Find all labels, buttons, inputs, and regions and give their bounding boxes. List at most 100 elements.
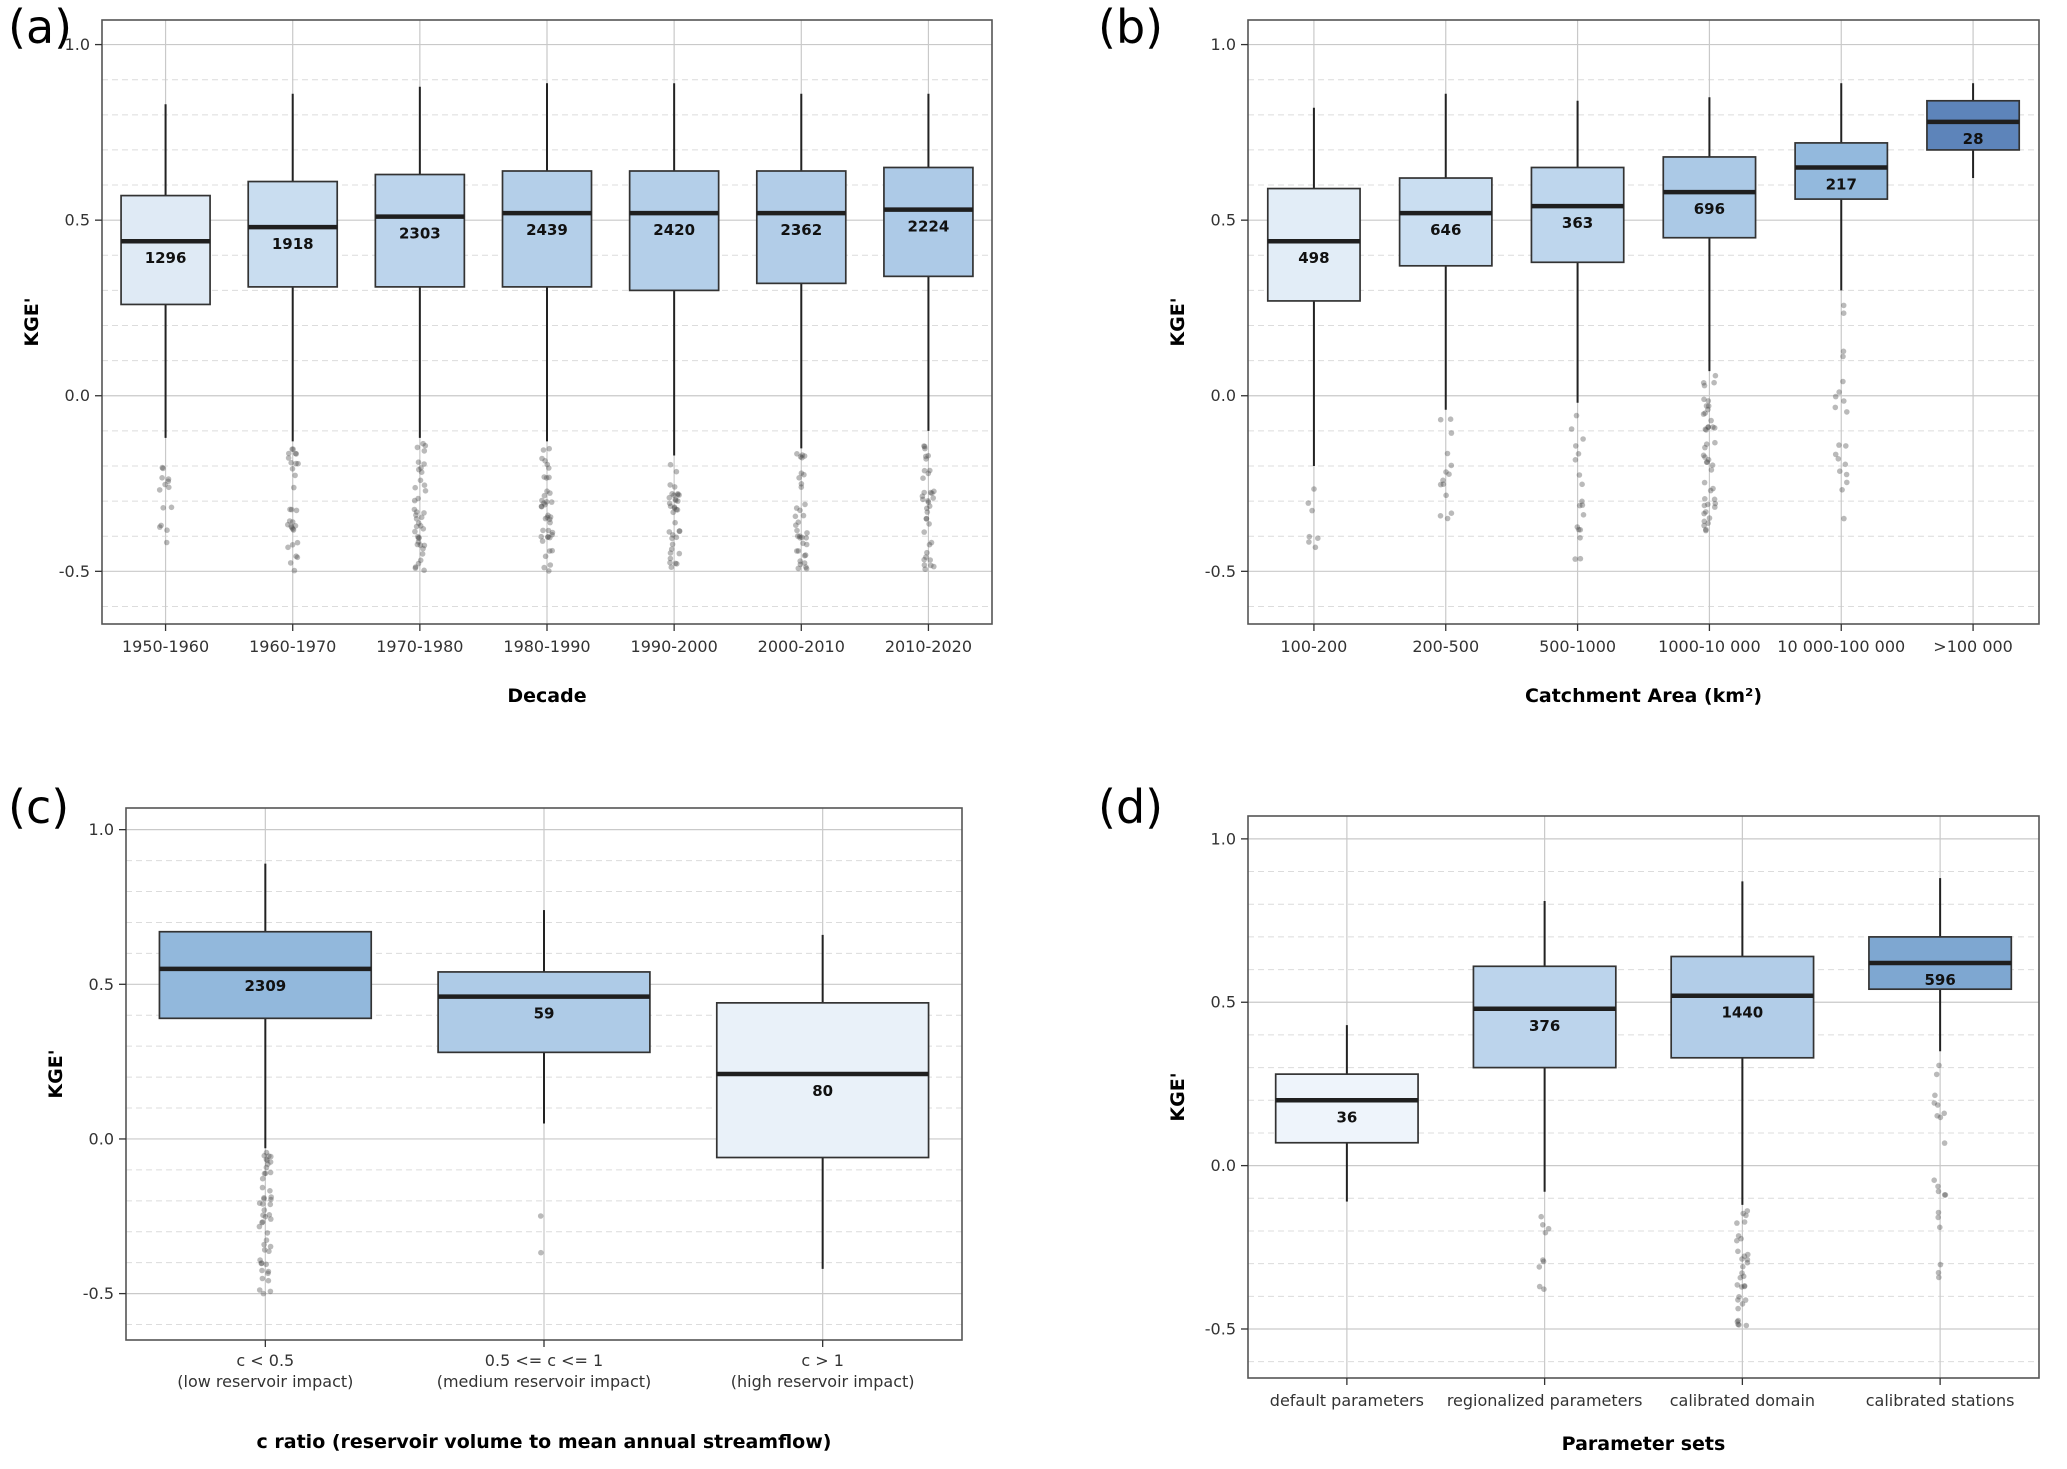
outlier-point [672, 496, 679, 503]
outlier-point [288, 506, 295, 513]
outlier-point [1707, 487, 1714, 494]
outlier-point [549, 529, 556, 536]
outlier-point [1740, 1273, 1747, 1280]
outlier-point [1736, 1322, 1742, 1328]
outlier-point [259, 1175, 266, 1182]
outlier-point [414, 541, 421, 548]
outlier-point [1832, 451, 1839, 458]
outlier-point [420, 440, 426, 447]
outlier-point [263, 1164, 270, 1171]
outlier-point [549, 547, 555, 554]
outlier-point [1440, 481, 1447, 488]
box [1530, 166, 1625, 264]
box [883, 166, 974, 278]
outlier-point [802, 501, 808, 508]
x-tick-label: 1990-2000 [631, 637, 718, 656]
y-axis-title: KGE' [45, 1049, 67, 1098]
outlier-point [795, 565, 802, 572]
outlier-point [421, 461, 427, 467]
outlier-point [669, 491, 675, 497]
outlier-point [415, 560, 422, 567]
outlier-point [1741, 1283, 1748, 1290]
outlier-point [931, 563, 937, 570]
x-tick-label: default parameters [1270, 1391, 1424, 1410]
count-label: 498 [1298, 249, 1329, 267]
outlier-point [797, 558, 803, 564]
outlier-point [922, 566, 928, 572]
outlier-point [415, 520, 422, 526]
outlier-point [1580, 436, 1586, 442]
outlier-point [923, 554, 929, 560]
outlier-point [1708, 417, 1714, 424]
outlier-point [159, 475, 165, 481]
panel-b: (b) 498 646 363 696 217 28 -0.5 0.0 0.5 1.0 100-20… [1096, 2, 2061, 720]
outlier-point [1841, 515, 1847, 522]
outlier-point [799, 452, 806, 458]
outlier-point [1703, 427, 1709, 433]
outlier-point [1701, 479, 1708, 486]
outlier-point [542, 515, 549, 522]
x-axis-title: c ratio (reservoir volume to mean annual… [257, 1431, 832, 1453]
box [247, 180, 339, 288]
outlier-point [265, 1270, 271, 1277]
outlier-point [166, 484, 172, 491]
outlier-point [538, 1249, 544, 1256]
outlier-point [1540, 1222, 1546, 1228]
outlier-point [256, 1287, 263, 1293]
outlier-point [417, 557, 424, 564]
outlier-point [1577, 555, 1584, 562]
outlier-point [537, 1213, 544, 1219]
x-tick-label: 1970-1980 [376, 637, 463, 656]
y-tick-label: 0.5 [65, 211, 90, 230]
y-tick-label: 0.0 [65, 386, 90, 405]
outlier-point [921, 529, 927, 535]
outlier-point [1703, 459, 1710, 466]
outlier-point [1933, 1071, 1940, 1078]
outlier-point [1842, 461, 1849, 468]
outlier-point [795, 533, 801, 539]
outlier-point [1935, 1183, 1941, 1190]
outlier-point [1744, 1208, 1751, 1214]
outlier-point [1840, 378, 1846, 385]
outlier-point [797, 507, 803, 514]
y-tick-label: -0.5 [1205, 1319, 1236, 1338]
outlier-point [927, 489, 934, 496]
outlier-point [668, 546, 675, 552]
outlier-point [672, 560, 679, 567]
outlier-point [547, 519, 553, 526]
outlier-point [1443, 492, 1449, 499]
outlier-point [675, 498, 681, 504]
outlier-point [1836, 389, 1842, 395]
outlier-point [1538, 1213, 1544, 1220]
outlier-point [671, 492, 677, 499]
outlier-point [673, 497, 679, 504]
outlier-point [797, 533, 803, 539]
outlier-point [798, 481, 805, 487]
outlier-point [925, 470, 932, 477]
outlier-point [793, 505, 800, 511]
outlier-point [412, 528, 418, 535]
outlier-point [1440, 477, 1446, 484]
outlier-point [1437, 481, 1444, 488]
outlier-point [294, 539, 301, 546]
outlier-point [263, 1237, 270, 1243]
panel-a: (a) 1296 1918 2303 2439 2420 2362 2224 -0.5 0.0 0… [6, 2, 1010, 720]
outlier-point [286, 450, 292, 457]
outlier-point [1443, 469, 1449, 475]
outlier-point [1711, 379, 1717, 386]
outlier-point [160, 465, 166, 472]
outlier-point [1447, 416, 1454, 423]
outlier-point [1540, 1257, 1546, 1263]
outlier-point [268, 1216, 274, 1222]
count-label: 376 [1529, 1017, 1560, 1035]
outlier-point [920, 475, 926, 482]
outlier-point [793, 522, 799, 528]
outlier-point [676, 492, 682, 498]
outlier-point [539, 497, 545, 504]
outlier-point [417, 477, 424, 484]
outlier-point [157, 524, 163, 530]
outlier-point [538, 503, 545, 510]
outlier-point [803, 541, 810, 548]
outlier-point [1936, 1062, 1942, 1069]
panel-a-boxplot-chart: 1296 1918 2303 2439 2420 2362 2224 -0.5 0.0 0.5 1.… [21, 19, 993, 707]
